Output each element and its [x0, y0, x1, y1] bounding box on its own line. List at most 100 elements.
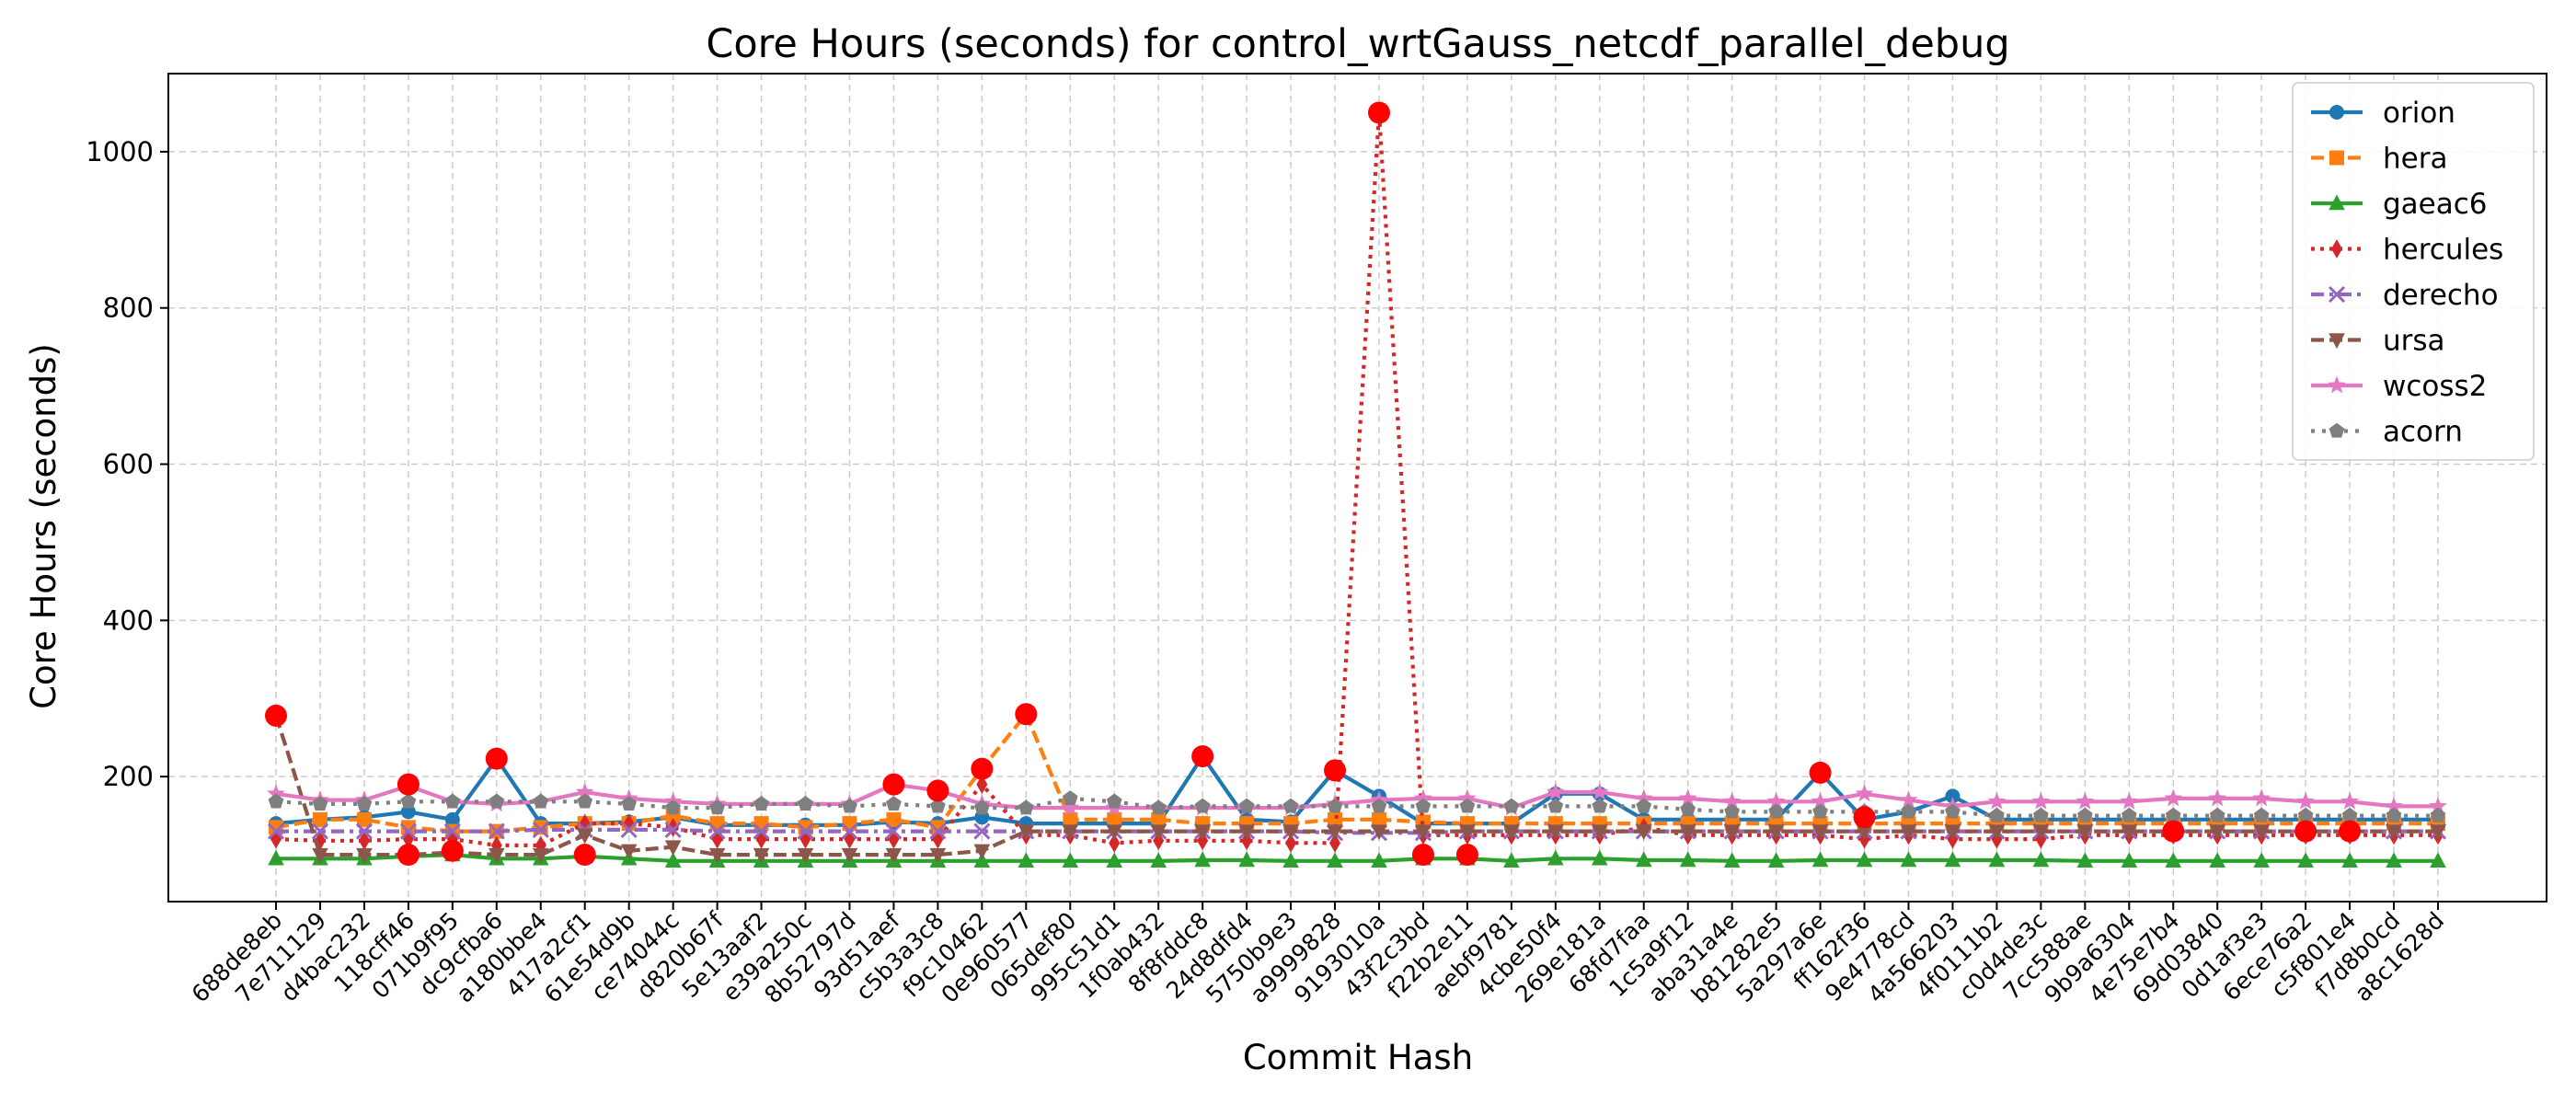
- data-point-wcoss2: [1061, 798, 1080, 816]
- data-point-gaeac6: [1900, 851, 1917, 868]
- data-point-derecho: [973, 822, 991, 840]
- legend-label: derecho: [2383, 279, 2499, 312]
- data-point-gaeac6: [1106, 852, 1123, 868]
- outlier-point: [573, 844, 596, 867]
- data-point-acorn: [356, 796, 373, 811]
- data-point-wcoss2: [1590, 782, 1609, 800]
- data-point-acorn: [1150, 799, 1167, 815]
- legend-label: hera: [2383, 143, 2447, 176]
- data-point-ursa: [2121, 824, 2138, 841]
- outlier-point: [485, 747, 508, 770]
- data-point-derecho: [355, 822, 373, 840]
- data-point-acorn: [842, 798, 857, 813]
- data-point-wcoss2: [1458, 788, 1477, 807]
- outlier-point: [926, 779, 949, 802]
- outlier-point: [1455, 844, 1478, 867]
- series-line-ursa: [273, 715, 2438, 857]
- data-point-acorn: [621, 796, 638, 811]
- data-point-derecho: [885, 822, 903, 840]
- legend-label: orion: [2383, 97, 2455, 130]
- data-point-hera: [1107, 811, 1122, 827]
- data-point-acorn: [2297, 807, 2314, 822]
- data-point-hercules: [976, 775, 988, 795]
- data-point-gaeac6: [2341, 852, 2358, 868]
- data-point-wcoss2: [1414, 788, 1432, 807]
- data-point-wcoss2: [575, 782, 594, 800]
- data-point-acorn: [1989, 807, 2005, 822]
- data-point-acorn: [1592, 798, 1608, 813]
- data-point-ursa: [1547, 824, 1564, 841]
- data-point-ursa: [1282, 824, 1299, 841]
- data-point-ursa: [1591, 824, 1608, 841]
- legend-item-wcoss2: wcoss2: [2311, 370, 2487, 403]
- data-point-acorn: [400, 793, 417, 809]
- legend-label: ursa: [2383, 325, 2445, 358]
- data-point-ursa: [797, 847, 814, 864]
- data-point-ursa: [1635, 824, 1652, 841]
- data-point-derecho: [443, 822, 461, 840]
- data-point-ursa: [1944, 824, 1961, 841]
- data-point-acorn: [798, 796, 813, 811]
- data-point-ursa: [708, 847, 726, 864]
- data-point-acorn: [1503, 798, 1520, 813]
- data-point-acorn: [1282, 798, 1299, 813]
- data-point-derecho: [620, 821, 638, 838]
- data-point-acorn: [489, 793, 505, 809]
- data-point-gaeac6: [1811, 851, 1829, 868]
- data-point-derecho: [753, 822, 770, 840]
- data-point-gaeac6: [1238, 851, 1255, 868]
- data-point-derecho: [488, 822, 505, 840]
- series-line-wcoss2: [275, 782, 2438, 811]
- data-point-gaeac6: [1856, 851, 1873, 868]
- legend-item-ursa: ursa: [2311, 325, 2445, 358]
- data-point-hera: [1328, 811, 1343, 827]
- data-point-ursa: [1900, 824, 1917, 841]
- data-point-gaeac6: [1282, 852, 1299, 868]
- data-point-wcoss2: [1634, 788, 1653, 807]
- outlier-point: [1324, 759, 1347, 782]
- data-point-acorn: [444, 793, 461, 809]
- legend-item-hercules: hercules: [2311, 234, 2503, 267]
- data-point-acorn: [1238, 798, 1255, 813]
- y-tick-label: 200: [103, 761, 154, 792]
- data-point-gaeac6: [1988, 851, 2006, 868]
- data-point-derecho: [267, 822, 285, 840]
- legend-item-orion: orion: [2311, 97, 2455, 130]
- data-point-ursa: [2253, 824, 2270, 841]
- data-point-wcoss2: [1546, 782, 1565, 800]
- data-point-acorn: [2076, 807, 2093, 822]
- data-point-gaeac6: [2165, 852, 2182, 868]
- data-point-derecho: [664, 821, 682, 838]
- outlier-point: [2339, 820, 2362, 843]
- data-point-derecho: [797, 822, 814, 840]
- data-point-ursa: [1767, 824, 1785, 841]
- outlier-point: [265, 704, 287, 727]
- data-point-ursa: [929, 847, 947, 864]
- legend-label: wcoss2: [2383, 370, 2487, 403]
- data-point-ursa: [664, 840, 682, 857]
- data-point-gaeac6: [664, 852, 682, 868]
- data-point-gaeac6: [2076, 852, 2094, 868]
- series-ursa: [268, 708, 2446, 864]
- data-point-gaeac6: [1547, 849, 1564, 866]
- data-point-gaeac6: [2032, 851, 2050, 868]
- outlier-point: [1191, 745, 1214, 768]
- data-point-hercules: [1109, 833, 1121, 853]
- data-point-acorn: [2032, 807, 2049, 822]
- data-point-ursa: [1503, 824, 1520, 841]
- data-point-gaeac6: [1150, 852, 1167, 868]
- data-point-ursa: [356, 847, 373, 864]
- legend-marker: [2329, 194, 2345, 211]
- plot-frame: [167, 73, 2547, 903]
- data-point-acorn: [973, 799, 990, 815]
- data-point-ursa: [576, 828, 593, 845]
- data-point-wcoss2: [2252, 788, 2271, 807]
- data-point-acorn: [665, 799, 682, 815]
- data-point-acorn: [1680, 801, 1696, 816]
- data-point-wcoss2: [1678, 788, 1697, 807]
- data-point-acorn: [2341, 807, 2358, 822]
- legend-item-gaeac6: gaeac6: [2311, 188, 2488, 221]
- data-point-ursa: [1150, 824, 1167, 841]
- data-point-wcoss2: [267, 784, 285, 802]
- data-point-ursa: [885, 847, 903, 864]
